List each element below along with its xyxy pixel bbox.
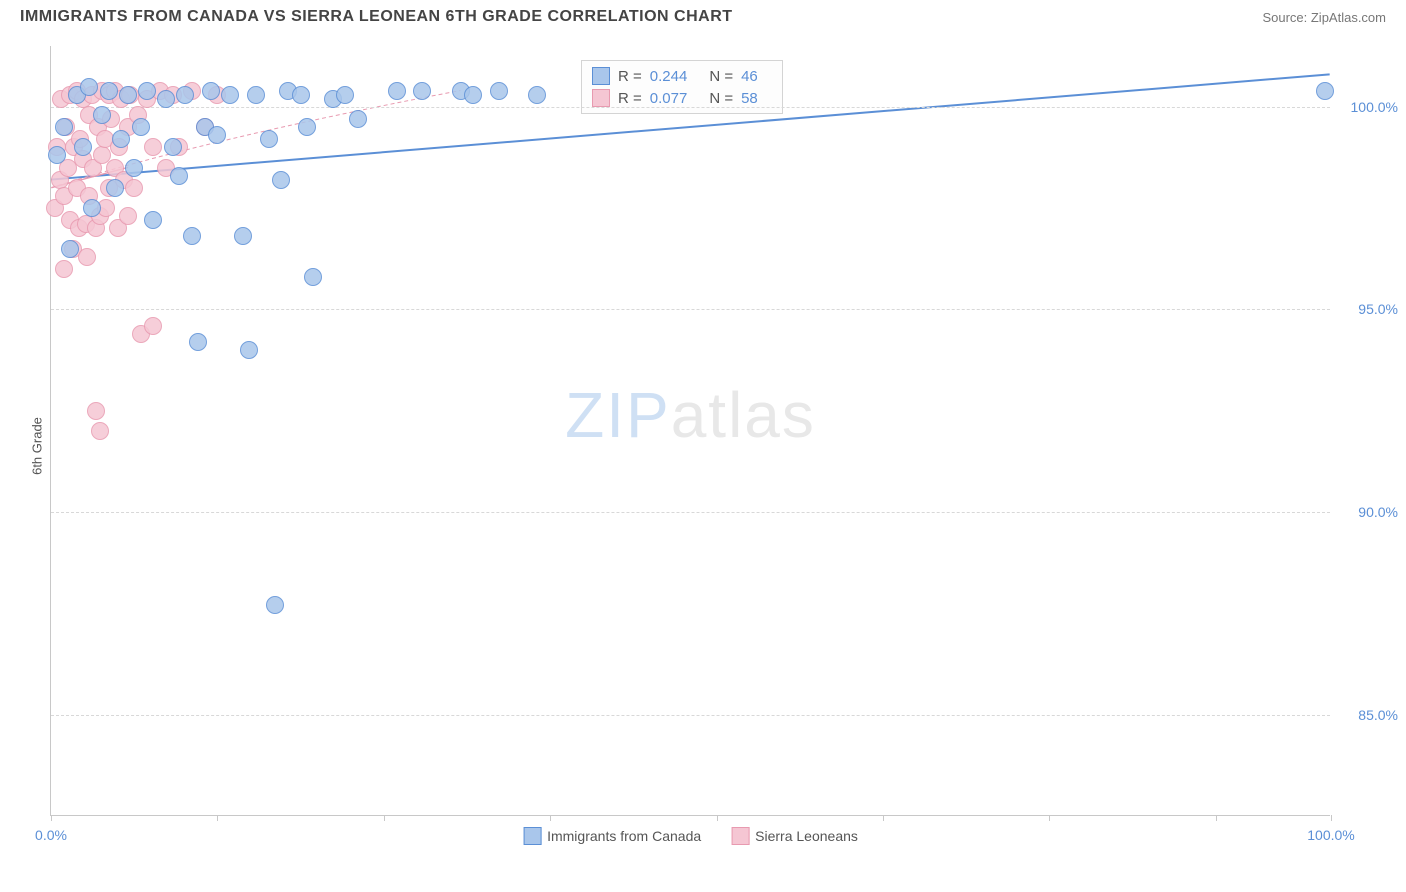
scatter-point (55, 260, 73, 278)
x-tick (883, 815, 884, 821)
scatter-point (202, 82, 220, 100)
r-value: 0.077 (650, 90, 688, 107)
scatter-point (83, 199, 101, 217)
scatter-point (528, 86, 546, 104)
scatter-point (183, 227, 201, 245)
scatter-point (170, 167, 188, 185)
scatter-point (144, 138, 162, 156)
n-label: N = (709, 90, 733, 107)
scatter-point (100, 82, 118, 100)
scatter-point (298, 118, 316, 136)
scatter-point (157, 90, 175, 108)
x-tick (550, 815, 551, 821)
chart-container: ZIPatlas R =0.244N =46R =0.077N =58 Immi… (50, 46, 1330, 816)
scatter-point (221, 86, 239, 104)
scatter-point (1316, 82, 1334, 100)
r-value: 0.244 (650, 68, 688, 85)
n-label: N = (709, 68, 733, 85)
legend-item: Sierra Leoneans (731, 827, 858, 845)
x-tick-label: 0.0% (35, 827, 67, 843)
scatter-point (234, 227, 252, 245)
source-attribution: Source: ZipAtlas.com (1262, 10, 1386, 25)
legend-label: Immigrants from Canada (547, 828, 701, 844)
scatter-point (272, 171, 290, 189)
scatter-point (464, 86, 482, 104)
scatter-point (91, 422, 109, 440)
scatter-point (125, 159, 143, 177)
legend-label: Sierra Leoneans (755, 828, 858, 844)
y-tick-label: 90.0% (1338, 504, 1398, 520)
scatter-point (106, 179, 124, 197)
scatter-point (93, 106, 111, 124)
scatter-point (349, 110, 367, 128)
y-axis-label: 6th Grade (29, 417, 44, 475)
scatter-point (292, 86, 310, 104)
scatter-point (119, 207, 137, 225)
y-tick-label: 95.0% (1338, 301, 1398, 317)
scatter-point (260, 130, 278, 148)
x-tick (51, 815, 52, 821)
stats-row: R = 0.077 N = 58 (592, 87, 772, 109)
scatter-point (266, 596, 284, 614)
n-value: 58 (741, 90, 758, 107)
scatter-point (78, 248, 96, 266)
scatter-point (125, 179, 143, 197)
gridline-h (51, 309, 1330, 310)
y-tick-label: 100.0% (1338, 99, 1398, 115)
scatter-point (144, 317, 162, 335)
x-tick (1216, 815, 1217, 821)
scatter-point (80, 78, 98, 96)
scatter-point (176, 86, 194, 104)
scatter-point (119, 86, 137, 104)
source-prefix: Source: (1262, 10, 1310, 25)
scatter-point (304, 268, 322, 286)
scatter-point (48, 146, 66, 164)
gridline-h (51, 512, 1330, 513)
scatter-point (388, 82, 406, 100)
scatter-point (87, 402, 105, 420)
r-label: R = (618, 90, 642, 107)
scatter-point (138, 82, 156, 100)
n-value: 46 (741, 68, 758, 85)
scatter-point (144, 211, 162, 229)
scatter-point (208, 126, 226, 144)
legend-swatch (523, 827, 541, 845)
x-tick-label: 100.0% (1307, 827, 1354, 843)
chart-title: IMMIGRANTS FROM CANADA VS SIERRA LEONEAN… (20, 8, 733, 26)
gridline-h (51, 107, 1330, 108)
x-tick (1049, 815, 1050, 821)
plot-area: ZIPatlas R =0.244N =46R =0.077N =58 Immi… (50, 46, 1330, 816)
stats-row: R = 0.244 N = 46 (592, 65, 772, 87)
series-legend: Immigrants from Canada Sierra Leoneans (523, 827, 858, 845)
scatter-point (164, 138, 182, 156)
gridline-h (51, 715, 1330, 716)
y-tick-label: 85.0% (1338, 707, 1398, 723)
scatter-point (336, 86, 354, 104)
scatter-point (61, 240, 79, 258)
scatter-point (112, 130, 130, 148)
scatter-point (490, 82, 508, 100)
x-tick (717, 815, 718, 821)
x-tick (217, 815, 218, 821)
x-tick (384, 815, 385, 821)
r-label: R = (618, 68, 642, 85)
source-name: ZipAtlas.com (1311, 10, 1386, 25)
legend-swatch (592, 89, 610, 107)
trend-lines-layer (51, 46, 1330, 815)
x-tick (1331, 815, 1332, 821)
scatter-point (247, 86, 265, 104)
legend-item: Immigrants from Canada (523, 827, 701, 845)
scatter-point (189, 333, 207, 351)
legend-swatch (731, 827, 749, 845)
scatter-point (240, 341, 258, 359)
scatter-point (55, 118, 73, 136)
scatter-point (74, 138, 92, 156)
scatter-point (413, 82, 431, 100)
scatter-point (132, 118, 150, 136)
legend-swatch (592, 67, 610, 85)
